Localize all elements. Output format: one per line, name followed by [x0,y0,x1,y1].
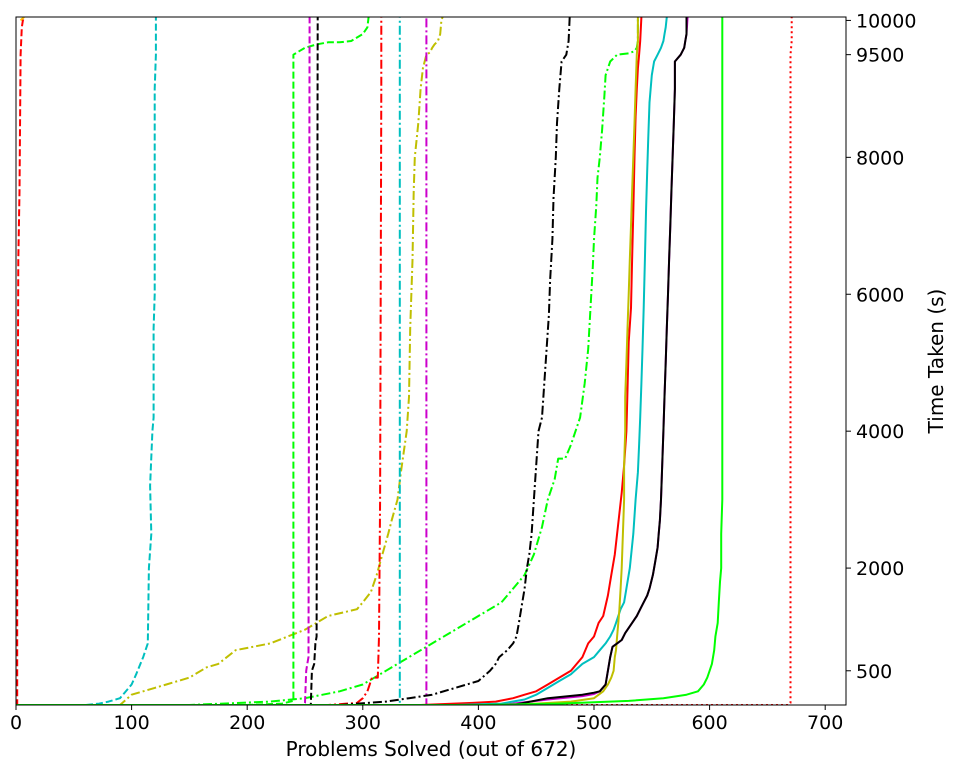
x-tick-label: 500 [576,712,612,734]
series-line-1 [16,17,793,705]
x-tick-label: 600 [691,712,727,734]
series-line-10 [16,17,383,705]
y-tick-label: 6000 [856,284,904,306]
series-line-16 [16,17,639,705]
x-tick-label: 0 [10,712,22,734]
series-line-3 [19,17,25,22]
series-line-17 [16,17,689,705]
series-line-4 [16,17,157,705]
series-line-12 [16,17,428,705]
x-tick-label: 200 [229,712,265,734]
series-line-14 [16,17,643,705]
plot-frame [15,16,847,706]
y-tick-label: 8000 [856,147,904,169]
series-line-5 [16,17,444,705]
series-line-9 [16,17,319,705]
series-layer [16,17,793,705]
x-tick-label: 100 [113,712,149,734]
series-line-8 [16,17,311,705]
x-tick-label: 400 [460,712,496,734]
series-line-2 [16,17,26,705]
x-axis-label: Problems Solved (out of 672) [286,737,577,761]
series-line-6 [16,17,639,705]
series-line-18 [16,17,688,705]
series-line-19 [16,17,724,705]
series-line-7 [16,17,370,705]
series-line-15 [16,17,668,705]
y-axis-label: Time Taken (s) [924,289,948,435]
x-tick-label: 300 [345,712,381,734]
series-line-11 [16,17,401,705]
y-tick-label: 500 [856,661,892,683]
y-tick-label: 10000 [856,10,916,32]
series-line-13 [16,17,571,705]
x-axis: 0 100 200 300 400 500 600 700 [10,705,843,734]
y-tick-label: 9500 [856,45,904,67]
x-tick-label: 700 [807,712,843,734]
y-tick-label: 2000 [856,558,904,580]
y-tick-label: 4000 [856,421,904,443]
y-axis: 500 2000 4000 6000 8000 9500 10000 [846,10,916,683]
